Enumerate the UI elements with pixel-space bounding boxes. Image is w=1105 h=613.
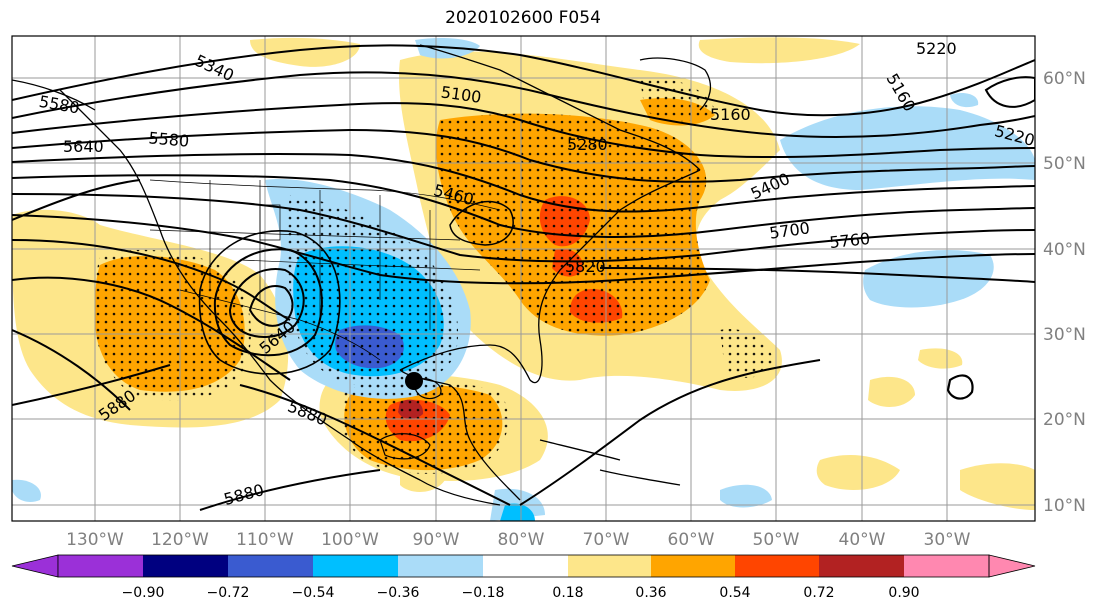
colorbar-tick: 0.72 (803, 585, 834, 601)
storm-center-marker (405, 372, 423, 390)
lon-label: 110°W (236, 530, 294, 550)
lon-label: 130°W (66, 530, 124, 550)
latitude-labels: 60°N 50°N 40°N 30°N 20°N 10°N (1043, 69, 1086, 516)
contour-label: 5580 (148, 128, 190, 150)
contour-label: 5760 (829, 229, 871, 252)
lat-label: 30°N (1043, 325, 1086, 345)
lon-label: 80°W (498, 530, 545, 550)
contour-label: 5340 (192, 51, 237, 85)
contour-label: 5280 (567, 135, 608, 154)
colorbar-swatch (483, 555, 568, 577)
chart-title: 2020102600 F054 (445, 8, 601, 28)
stippling (95, 78, 775, 474)
colorbar-tick: −0.90 (122, 585, 165, 601)
lon-label: 60°W (668, 530, 715, 550)
colorbar-swatch (819, 555, 904, 577)
lon-label: 100°W (321, 530, 379, 550)
lat-label: 40°N (1043, 240, 1086, 260)
colorbar-swatch (735, 555, 819, 577)
contour-label: 5640 (63, 137, 104, 156)
colorbar-swatch (904, 555, 989, 577)
height-contours (12, 44, 1035, 511)
colorbar-swatch (568, 555, 651, 577)
lon-label: 30°W (924, 530, 971, 550)
colorbar-swatch (651, 555, 735, 577)
colorbar-max-arrow (988, 554, 1036, 578)
contour-label: 5820 (565, 257, 606, 276)
colorbar-swatch (228, 555, 313, 577)
colorbar-swatch (398, 555, 483, 577)
longitude-labels: 130°W 120°W 110°W 100°W 90°W 80°W 70°W 6… (66, 530, 971, 550)
colorbar: −0.90 −0.72 −0.54 −0.36 −0.18 0.18 0.36 … (11, 554, 1036, 601)
lon-label: 50°W (753, 530, 800, 550)
contour-label: 5580 (38, 92, 81, 118)
lat-label: 60°N (1043, 69, 1086, 89)
colorbar-tick: 0.18 (552, 585, 583, 601)
colorbar-min-arrow (11, 554, 59, 578)
colorbar-tick: 0.90 (888, 585, 919, 601)
lon-label: 70°W (583, 530, 630, 550)
colorbar-swatch (143, 555, 228, 577)
contour-label: 5220 (916, 39, 957, 58)
lon-label: 90°W (413, 530, 460, 550)
colorbar-swatch (58, 555, 143, 577)
lat-label: 10°N (1043, 496, 1086, 516)
colorbar-tick: −0.36 (377, 585, 420, 601)
graticule (12, 36, 1035, 521)
contour-label: 5160 (710, 105, 751, 124)
colorbar-tick: 0.54 (719, 585, 750, 601)
colorbar-tick: −0.54 (292, 585, 335, 601)
contour-label: 5700 (768, 218, 811, 242)
lon-label: 120°W (151, 530, 209, 550)
colorbar-tick: 0.36 (635, 585, 666, 601)
colorbar-tick: −0.72 (207, 585, 250, 601)
colorbar-tick: −0.18 (462, 585, 505, 601)
map-frame (11, 35, 1036, 522)
lat-label: 50°N (1043, 154, 1086, 174)
lon-label: 40°W (839, 530, 886, 550)
colorbar-swatch (313, 555, 398, 577)
lat-label: 20°N (1043, 410, 1086, 430)
